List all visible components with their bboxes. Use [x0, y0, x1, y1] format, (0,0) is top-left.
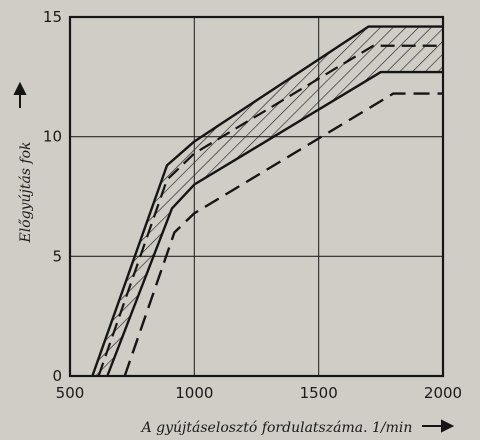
x-axis-label: A gyújtáselosztó fordulatszáma. 1/min: [140, 420, 413, 436]
y-axis-arrow-icon: [13, 81, 27, 108]
tolerance-band: [92, 26, 443, 376]
tick-labels: 500 1000 1500 2000 0 5 10 15: [43, 8, 462, 402]
x-tick-label: 2000: [424, 384, 462, 402]
x-tick-label: 1000: [175, 384, 213, 402]
series-line-middle: [97, 44, 443, 377]
series-line-dashed: [123, 92, 443, 377]
y-tick-label: 5: [52, 247, 62, 265]
y-tick-label: 15: [43, 8, 62, 26]
series-layer: [91, 25, 443, 377]
x-axis-arrow-icon: [422, 419, 455, 433]
series-line-lower: [106, 70, 443, 377]
y-tick-label: 10: [43, 128, 62, 146]
y-tick-label: 0: [52, 367, 62, 385]
x-tick-label: 500: [56, 384, 85, 402]
series-line-upper: [91, 25, 443, 377]
y-axis-label: Előgyújtás fok: [18, 141, 34, 243]
x-tick-label: 1500: [300, 384, 338, 402]
plot-frame: [68, 15, 445, 378]
